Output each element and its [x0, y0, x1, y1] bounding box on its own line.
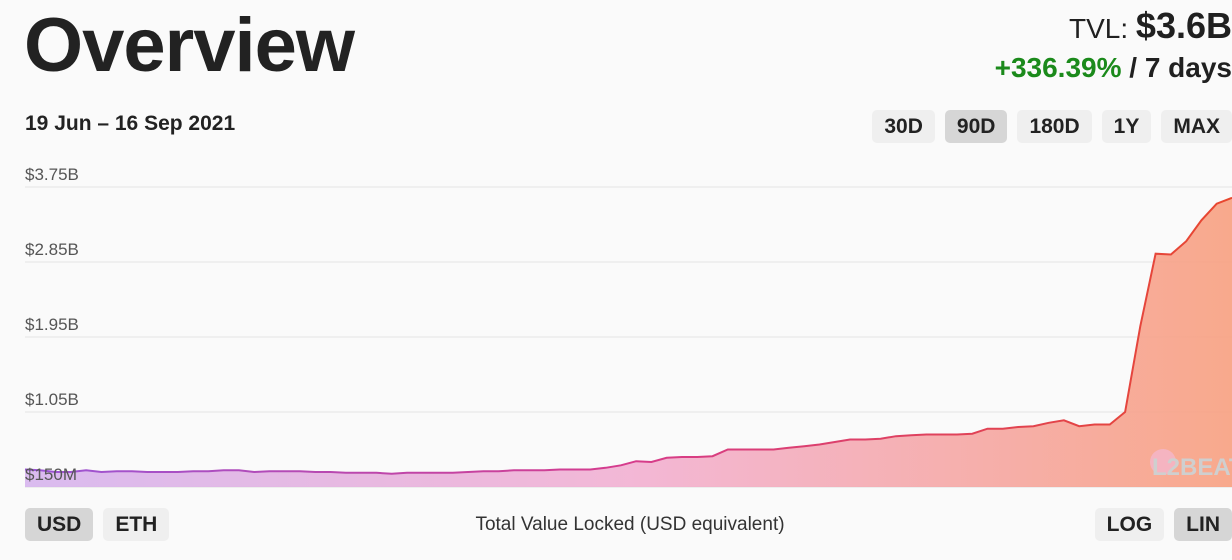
watermark-text: L2BEAT: [1152, 454, 1232, 481]
y-tick-label: $1.95B: [25, 315, 79, 334]
scale-selector: LOG LIN: [1094, 508, 1232, 541]
date-range: 19 Jun – 16 Sep 2021: [25, 112, 236, 135]
tvl-label: TVL:: [1069, 13, 1129, 44]
y-tick-label: $3.75B: [25, 165, 79, 184]
currency-button-usd[interactable]: USD: [25, 508, 94, 541]
scale-button-lin[interactable]: LIN: [1174, 508, 1232, 541]
range-button-1y[interactable]: 1Y: [1101, 110, 1152, 143]
currency-selector: USD ETH: [25, 508, 170, 541]
chart-area-fill: [25, 197, 1232, 488]
tvl-value: $3.6B: [1135, 5, 1232, 46]
y-tick-label: $2.85B: [25, 240, 79, 259]
tvl-change-period: / 7 days: [1129, 52, 1232, 83]
range-button-30d[interactable]: 30D: [872, 110, 935, 143]
range-button-180d[interactable]: 180D: [1017, 110, 1092, 143]
page-title: Overview: [24, 3, 355, 88]
chart-caption: Total Value Locked (USD equivalent): [475, 514, 785, 535]
watermark-logo: L2BEAT: [1150, 449, 1232, 481]
scale-button-log[interactable]: LOG: [1094, 508, 1165, 541]
time-range-selector: 30D 90D 180D 1Y MAX: [872, 110, 1232, 143]
range-button-90d[interactable]: 90D: [944, 110, 1008, 143]
tvl-chart: $150M $1.05B $1.95B $2.85B $3.75B L2BEAT: [24, 165, 1232, 488]
y-tick-label: $150M: [25, 465, 77, 484]
tvl-change: +336.39%: [994, 52, 1122, 83]
currency-button-eth[interactable]: ETH: [103, 508, 170, 541]
chart-series-line: [24, 196, 1232, 475]
y-tick-label: $1.05B: [25, 390, 79, 409]
range-button-max[interactable]: MAX: [1161, 110, 1232, 143]
tvl-summary: TVL: $3.6B +336.39% / 7 days: [995, 8, 1232, 85]
